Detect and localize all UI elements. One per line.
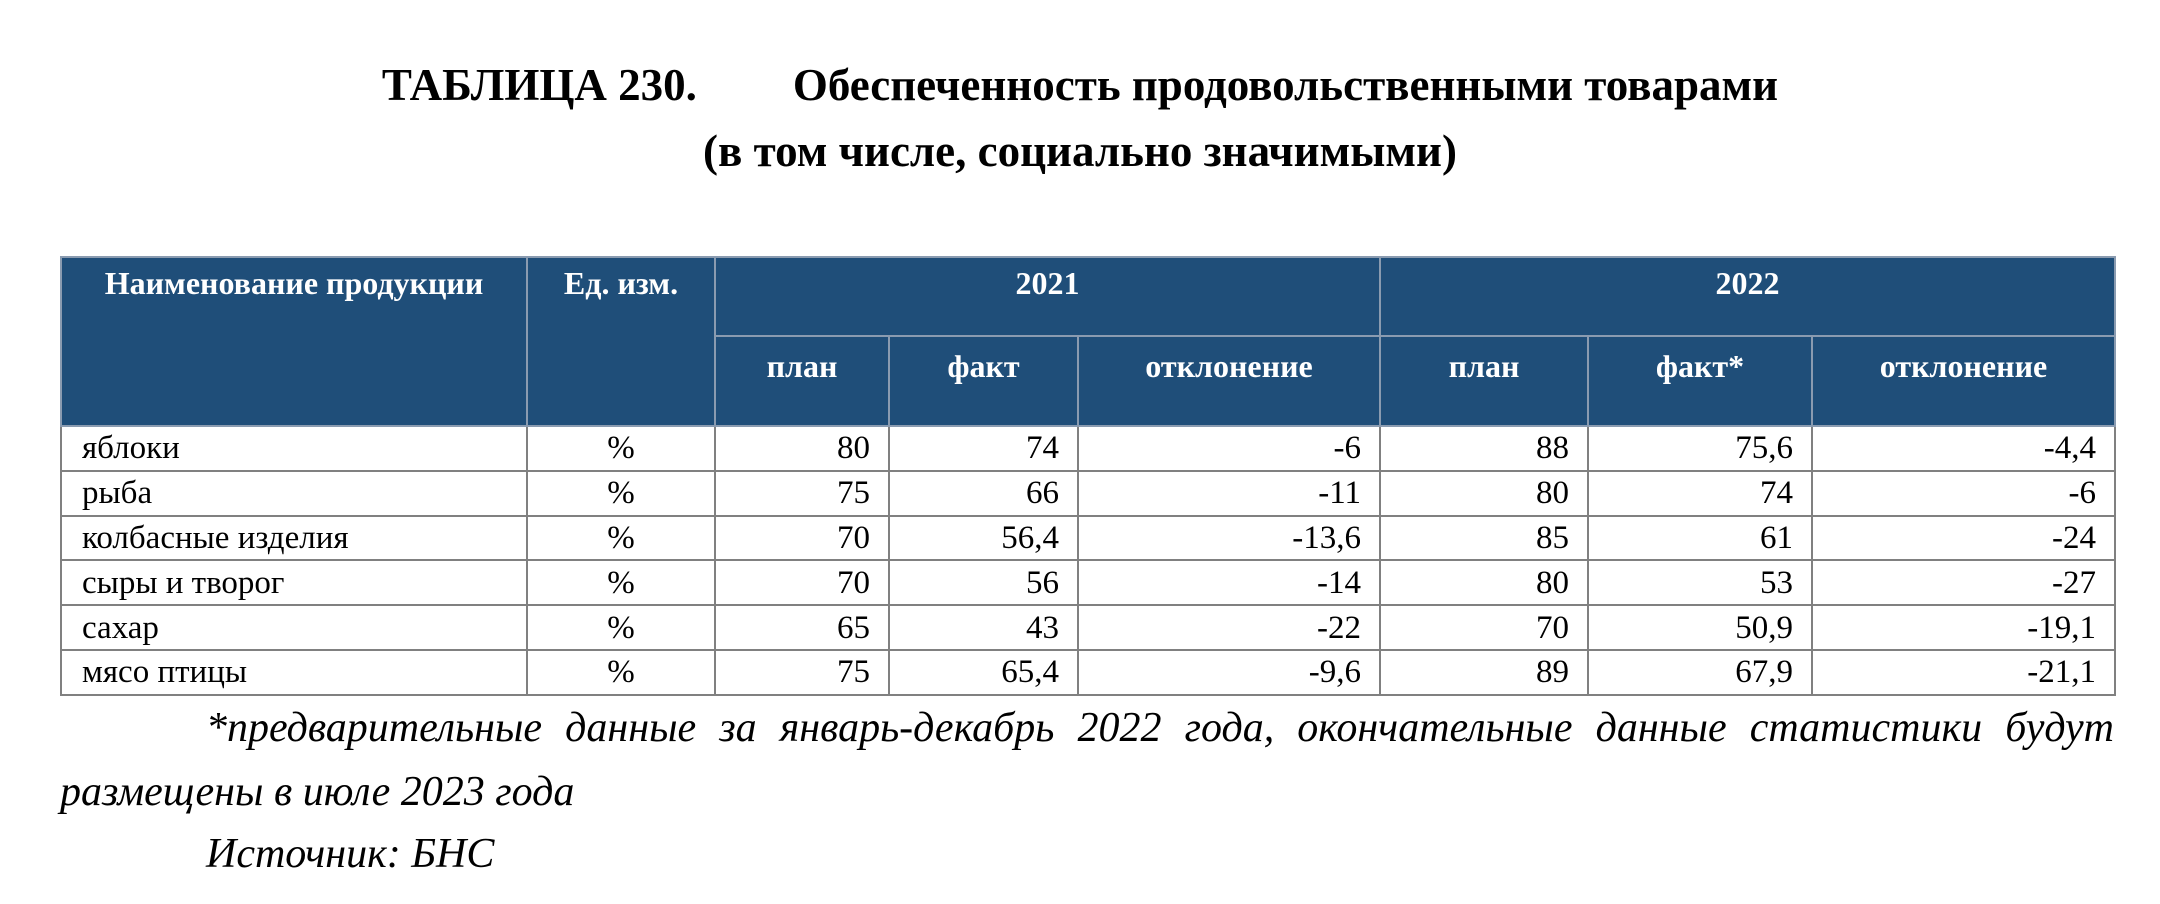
product-name: рыба	[60, 469, 528, 517]
title-block: ТАБЛИЦА 230. Обеспеченность продовольстве…	[0, 52, 2160, 184]
value-cell: -24	[1811, 514, 2116, 562]
header-cell: факт	[888, 335, 1079, 427]
value-cell: 74	[888, 425, 1079, 472]
value-cell: -6	[1811, 469, 2116, 517]
value-cell: -22	[1077, 604, 1381, 651]
unit-cell: %	[526, 559, 716, 607]
value-cell: 85	[1379, 514, 1589, 562]
value-cell: 80	[1379, 469, 1589, 517]
table-row: яблоки% 80 74 -6 88 75,6 -4,4	[60, 425, 2116, 472]
value-cell: 89	[1379, 648, 1589, 696]
value-cell: 75	[714, 648, 890, 696]
value-cell: -4,4	[1811, 425, 2116, 472]
header-cell: 2021	[714, 256, 1381, 337]
unit-cell: %	[526, 514, 716, 562]
unit-cell: %	[526, 604, 716, 651]
product-name: колбасные изделия	[60, 514, 528, 562]
value-cell: 65	[714, 604, 890, 651]
header-cell: план	[714, 335, 890, 427]
table-title: Обеспеченность продовольственными товара…	[792, 60, 1779, 110]
value-cell: -14	[1077, 559, 1381, 607]
value-cell: 70	[714, 514, 890, 562]
value-cell: 75,6	[1587, 425, 1813, 472]
product-name: яблоки	[60, 425, 528, 472]
table-subtitle: (в том числе, социально значимыми)	[703, 126, 1457, 176]
table-row: мясо птицы% 75 65,4 -9,6 89 67,9 -21,1	[60, 648, 2116, 696]
unit-cell: %	[526, 469, 716, 517]
table-row: сахар% 65 43 -22 70 50,9 -19,1	[60, 604, 2116, 651]
value-cell: 50,9	[1587, 604, 1813, 651]
value-cell: 53	[1587, 559, 1813, 607]
value-cell: 67,9	[1587, 648, 1813, 696]
table-row: рыба% 75 66 -11 80 74 -6	[60, 469, 2116, 517]
header-cell: факт*	[1587, 335, 1813, 427]
table-row: сыры и творог% 70 56 -14 80 53 -27	[60, 559, 2116, 607]
product-name: мясо птицы	[60, 648, 528, 696]
unit-cell: %	[526, 648, 716, 696]
header-cell: Ед. изм.	[526, 256, 716, 427]
data-table: Наименование продукции Ед. изм. 2021 202…	[60, 256, 2116, 696]
value-cell: 70	[1379, 604, 1589, 651]
value-cell: 80	[1379, 559, 1589, 607]
value-cell: 61	[1587, 514, 1813, 562]
value-cell: -13,6	[1077, 514, 1381, 562]
footnote: *предварительные данные за январь-декабр…	[60, 705, 2114, 815]
value-cell: -21,1	[1811, 648, 2116, 696]
value-cell: -19,1	[1811, 604, 2116, 651]
header-cell: отклонение	[1077, 335, 1381, 427]
header-cell: план	[1379, 335, 1589, 427]
value-cell: -9,6	[1077, 648, 1381, 696]
unit-cell: %	[526, 425, 716, 472]
value-cell: -11	[1077, 469, 1381, 517]
value-cell: 75	[714, 469, 890, 517]
source: Источник: БНС	[206, 831, 495, 877]
value-cell: 65,4	[888, 648, 1079, 696]
table-label: ТАБЛИЦА 230.	[381, 60, 697, 110]
value-cell: 43	[888, 604, 1079, 651]
value-cell: 56	[888, 559, 1079, 607]
table-body: яблоки% 80 74 -6 88 75,6 -4,4 рыба% 75 66 -11 80 74-…	[60, 425, 2116, 696]
header-cell: Наименование продукции	[60, 256, 528, 427]
value-cell: 88	[1379, 425, 1589, 472]
product-name: сыры и творог	[60, 559, 528, 607]
value-cell: 74	[1587, 469, 1813, 517]
value-cell: 66	[888, 469, 1079, 517]
value-cell: 56,4	[888, 514, 1079, 562]
value-cell: 80	[714, 425, 890, 472]
table-row: колбасные изделия% 70 56,4 -13,6 85 61 -24	[60, 514, 2116, 562]
header-cell: 2022	[1379, 256, 2116, 337]
header-cell: отклонение	[1811, 335, 2116, 427]
value-cell: 70	[714, 559, 890, 607]
value-cell: -6	[1077, 425, 1381, 472]
value-cell: -27	[1811, 559, 2116, 607]
product-name: сахар	[60, 604, 528, 651]
